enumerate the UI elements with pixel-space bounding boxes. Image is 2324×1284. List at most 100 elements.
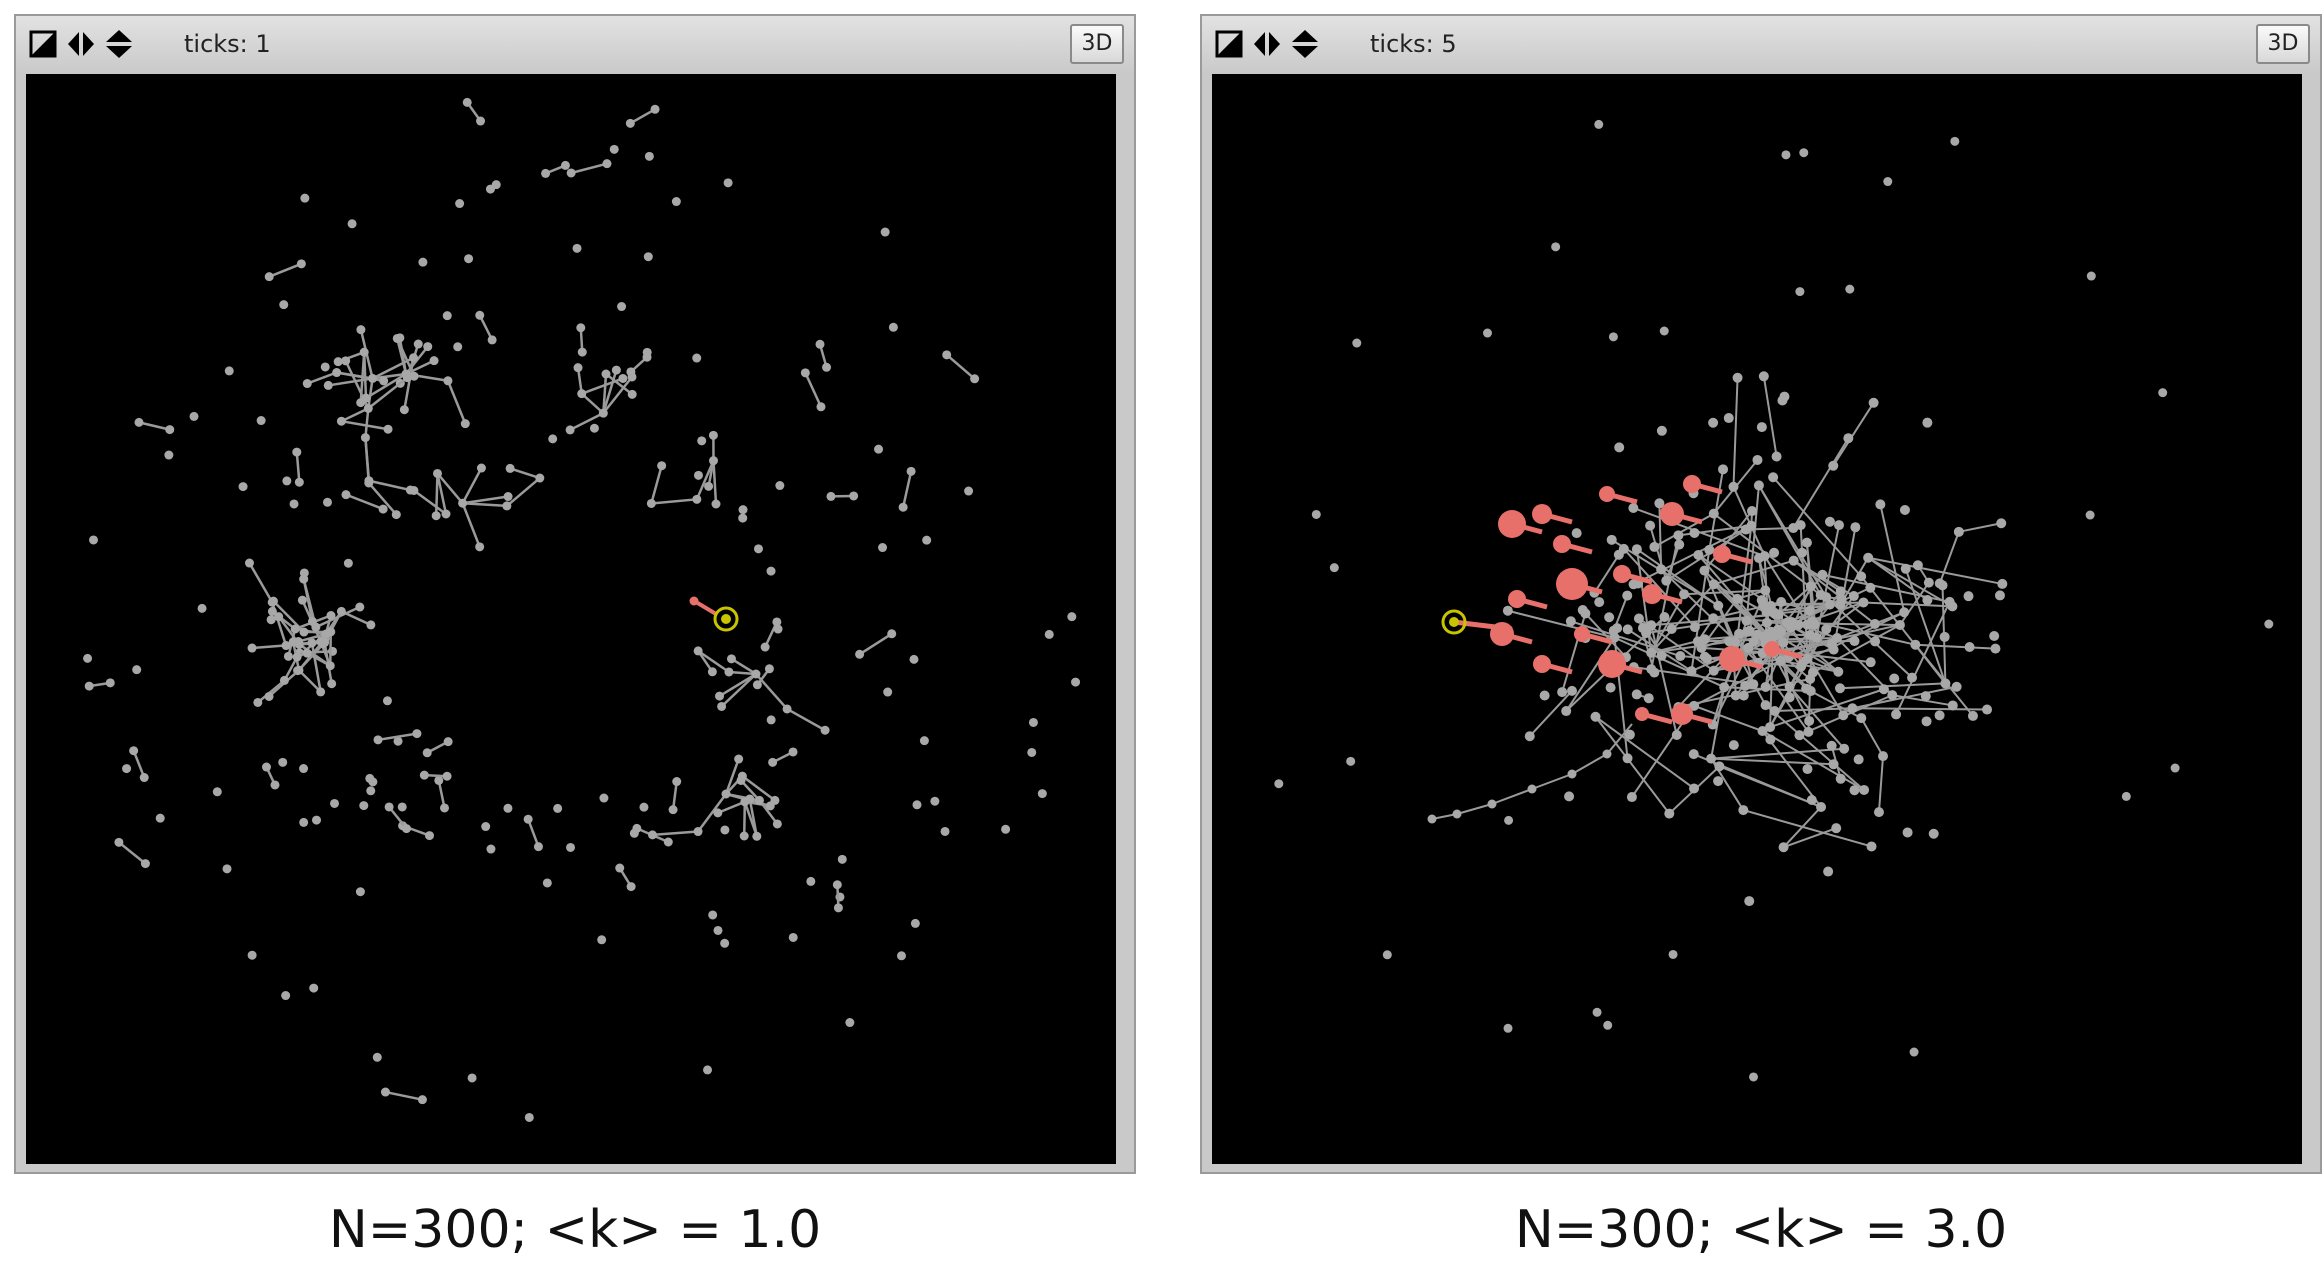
network-node [919, 736, 929, 746]
network-node [1843, 433, 1854, 444]
network-link [1758, 557, 1780, 635]
network-node [359, 801, 369, 811]
network-link [1915, 643, 1996, 650]
vertical-wrap-icon[interactable] [1290, 29, 1320, 59]
network-node [1594, 597, 1605, 608]
network-node [1849, 785, 1860, 796]
network-node [1604, 612, 1615, 623]
network-node [417, 1095, 427, 1105]
world-view[interactable] [26, 74, 1116, 1164]
network-node [347, 219, 357, 229]
network-node [1311, 509, 1321, 519]
network-node [1940, 678, 1951, 689]
network-link [1877, 756, 1885, 813]
network-node [724, 667, 734, 677]
network-node [1635, 707, 1649, 721]
network-link [695, 460, 715, 500]
vertical-wrap-icon[interactable] [104, 29, 134, 59]
network-node [89, 535, 99, 545]
network-node [1823, 866, 1834, 877]
network-link [694, 600, 718, 616]
network-link [724, 758, 740, 795]
network-node [247, 950, 257, 960]
network-node [294, 639, 304, 649]
network-node [256, 416, 266, 426]
network-link [434, 473, 439, 516]
horizontal-wrap-icon[interactable] [1252, 29, 1282, 59]
network-node [806, 876, 816, 886]
network-link [1812, 624, 1901, 674]
network-node [503, 803, 513, 813]
view-titlebar: ticks: 5 3D [1202, 16, 2320, 72]
network-node [878, 543, 888, 553]
network-node [395, 333, 405, 343]
network-node [278, 757, 288, 767]
network-node [1963, 591, 1974, 602]
network-node [302, 379, 312, 389]
network-node [366, 786, 376, 796]
network-node [1641, 628, 1652, 639]
3d-view-button[interactable]: 3D [2256, 24, 2310, 64]
network-node [1382, 950, 1392, 960]
network-link [1863, 601, 1953, 608]
network-node [122, 764, 132, 774]
network-node [1037, 789, 1047, 799]
network-node [888, 322, 898, 332]
network-node [336, 416, 346, 426]
network-node [1856, 571, 1867, 582]
network-link [1456, 803, 1493, 815]
network-link [413, 489, 447, 516]
network-node [1950, 136, 1960, 146]
network-node [164, 450, 174, 460]
network-node [708, 456, 718, 466]
network-node [282, 476, 292, 486]
network-node [419, 770, 429, 780]
network-node [1532, 504, 1552, 524]
network-link [1758, 484, 1828, 598]
network-node [384, 802, 394, 812]
horizontal-wrap-icon[interactable] [66, 29, 96, 59]
network-node [261, 762, 271, 772]
network-node [629, 828, 639, 838]
network-node [327, 679, 337, 689]
network-node [1643, 693, 1654, 704]
world-edge-icon[interactable] [1214, 29, 1244, 59]
network-node [281, 991, 291, 1001]
network-node [1828, 759, 1839, 770]
network-node [648, 830, 658, 840]
network-node [1770, 627, 1781, 638]
network-node [1747, 506, 1758, 517]
network-link [1860, 717, 1884, 757]
network-link [1774, 707, 1853, 713]
network-node [668, 805, 678, 815]
network-node [1947, 700, 1958, 711]
network-node [326, 627, 336, 637]
network-node [323, 380, 333, 390]
seed-node [713, 606, 739, 632]
network-link [1570, 620, 1681, 657]
network-node [1729, 636, 1740, 647]
network-node [326, 611, 336, 621]
network-link [365, 372, 407, 400]
network-node [898, 502, 908, 512]
network-node [1781, 617, 1792, 628]
network-node [940, 826, 950, 836]
network-node [1773, 609, 1784, 620]
network-node [336, 606, 346, 616]
network-link [945, 353, 976, 380]
network-node [815, 339, 825, 349]
network-node [359, 347, 369, 357]
network-node [1688, 749, 1699, 760]
network-node [693, 470, 703, 480]
3d-view-button[interactable]: 3D [1070, 24, 1124, 64]
world-view[interactable] [1212, 74, 2302, 1164]
network-node [1533, 655, 1551, 673]
network-node [772, 819, 782, 829]
world-edge-icon[interactable] [28, 29, 58, 59]
network-node [1838, 710, 1849, 721]
ticks-counter: ticks: 5 [1370, 30, 1457, 58]
network-node [491, 180, 501, 190]
network-node [139, 773, 149, 783]
network-link [1723, 599, 1763, 688]
network-node [689, 596, 699, 606]
